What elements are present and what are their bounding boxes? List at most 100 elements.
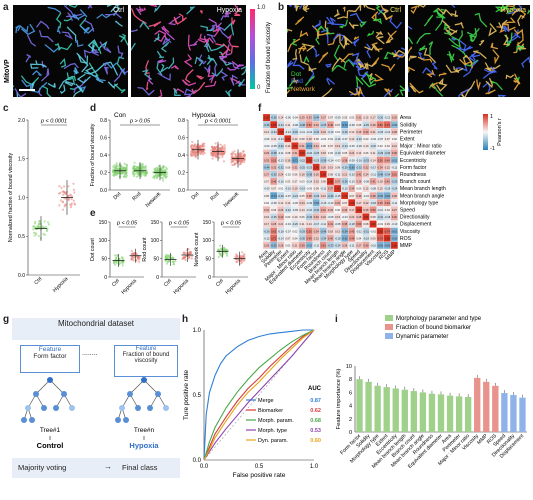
random-forest-diagram: Mitochondrial dataset Feature Form facto… <box>12 318 180 488</box>
heatmap-value: 0.12 <box>349 130 355 134</box>
mitochondrion <box>25 54 32 63</box>
heatmap-value: -0.08 <box>335 222 341 226</box>
mitochondrion <box>204 35 209 48</box>
heatmap-value: 0.33 <box>342 208 348 212</box>
mitochondrion <box>227 34 233 47</box>
y-axis-label: Rod count <box>142 237 148 262</box>
mitochondrion <box>32 70 42 77</box>
importance-bar <box>410 391 418 432</box>
legend-auc: 0.87 <box>310 398 321 404</box>
heatmap-value: 0.18 <box>307 137 313 141</box>
heatmap-value: -0.60 <box>313 201 319 205</box>
heatmap-value: 0.09 <box>328 172 334 176</box>
heatmap-value: 0.17 <box>349 208 355 212</box>
tree-node <box>155 391 161 397</box>
tree-node <box>41 405 47 411</box>
mitochondrion <box>455 63 468 72</box>
row-label: Viscosity <box>400 229 421 235</box>
mitochondrion <box>197 37 214 44</box>
importance-bar <box>510 395 517 432</box>
data-point <box>134 258 138 262</box>
mitochondrion <box>316 32 330 39</box>
heatmap-value: -0.71 <box>292 158 298 162</box>
data-point <box>241 158 244 161</box>
heatmap-value: 0.14 <box>278 116 284 120</box>
heatmap-value: 0.07 <box>385 137 391 141</box>
data-point <box>212 151 215 155</box>
mitochondrion <box>485 89 496 95</box>
mitochondrion <box>462 54 473 66</box>
heatmap-value: 0.28 <box>392 130 398 134</box>
heatmap-value: 0.12 <box>278 201 284 205</box>
data-point <box>235 253 238 256</box>
data-point <box>213 146 216 149</box>
mitochondrion <box>316 25 325 32</box>
mitochondrion <box>321 88 333 97</box>
heatmap-value: -0.52 <box>271 243 277 247</box>
importance-bar <box>501 393 508 432</box>
y-tick-label: 0 <box>156 275 159 281</box>
mitochondrion <box>96 13 111 19</box>
tree-node <box>53 405 59 411</box>
mitochondrion <box>83 19 95 32</box>
mitochondrion <box>416 32 431 44</box>
heatmap-value: 0.09 <box>385 222 391 226</box>
data-point <box>196 151 199 154</box>
tree-node <box>127 391 133 397</box>
mitochondrion <box>131 42 136 51</box>
heatmap-value: -0.38 <box>306 172 312 176</box>
heatmap-value: -0.35 <box>320 123 326 127</box>
mitochondrion <box>103 66 109 75</box>
data-point <box>168 256 172 259</box>
heatmap-value: -0.22 <box>285 208 291 212</box>
heatmap-value: 0.17 <box>264 222 270 226</box>
data-point <box>174 260 177 263</box>
heatmap-value: 0.19 <box>328 165 334 169</box>
mitochondrion <box>325 63 332 68</box>
data-point <box>58 204 61 207</box>
mitochondrion <box>353 36 360 41</box>
row-label: Roundness <box>400 172 427 178</box>
heatmap-value: 0.50 <box>371 208 377 212</box>
data-point <box>31 225 35 228</box>
x-tick-label: Network <box>223 191 241 209</box>
mitochondrion <box>352 52 360 65</box>
mitochondrion <box>156 60 163 76</box>
heatmap-value: -0.11 <box>278 151 284 155</box>
heatmap-value: 0.31 <box>292 151 298 155</box>
heatmap-value: -0.08 <box>327 215 333 219</box>
heatmap-value: 0.33 <box>307 116 313 120</box>
mitochondrion <box>410 5 419 15</box>
mitochondrion <box>154 30 166 38</box>
mitochondrion <box>161 26 175 41</box>
data-point <box>162 179 165 182</box>
legend-label: Fraction of bound biomarker <box>396 325 471 331</box>
heatmap-value: 0.22 <box>363 201 369 205</box>
heatmap-value: -0.24 <box>278 123 284 127</box>
mitochondrion <box>352 38 360 47</box>
heatmap-value: -0.24 <box>391 187 397 191</box>
colorbar-a-label-text: Fraction of bound viscosity <box>266 22 272 93</box>
data-point <box>161 165 164 169</box>
mitochondrion <box>21 79 32 91</box>
data-point <box>157 168 160 171</box>
heatmap-value: 0.22 <box>314 236 320 240</box>
mitochondrion <box>363 5 376 11</box>
y-tick-label: 0.6 <box>178 135 185 141</box>
data-point <box>218 151 221 155</box>
mitochondrion <box>104 63 108 67</box>
importance-bar <box>483 381 490 432</box>
data-point <box>236 254 239 257</box>
colorbar-a: 1.0 0 <box>250 5 270 97</box>
data-point <box>61 200 65 203</box>
data-point <box>218 147 222 150</box>
mitochondrion <box>371 42 383 51</box>
data-point <box>233 150 236 153</box>
row-label: MMP <box>400 243 413 249</box>
mitochondrion <box>287 89 291 95</box>
legend-auc: 0.68 <box>310 418 321 424</box>
mitochondrion <box>119 68 126 76</box>
data-point <box>171 260 175 263</box>
mitochondrion <box>83 26 94 34</box>
